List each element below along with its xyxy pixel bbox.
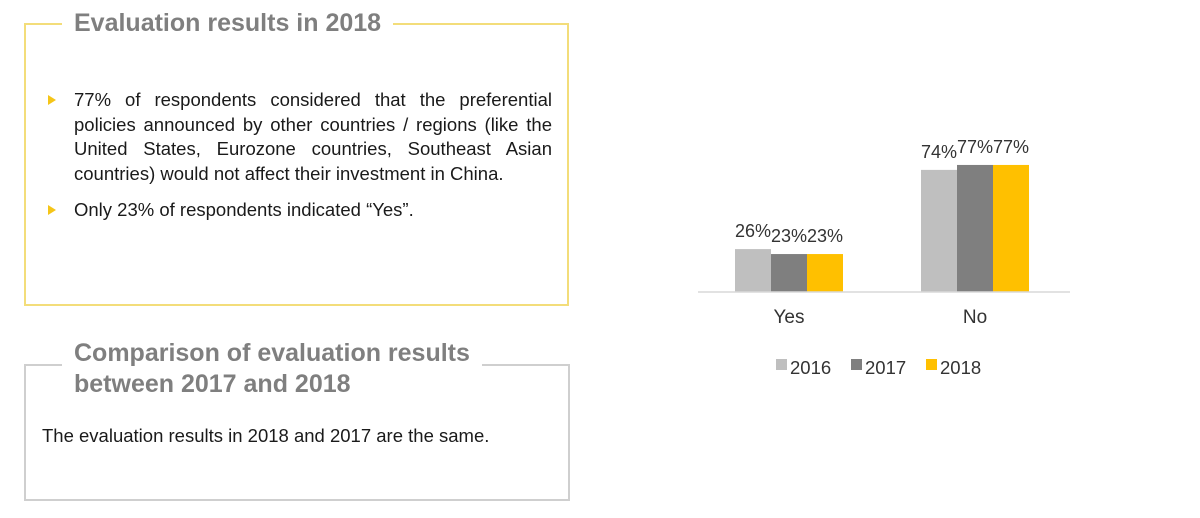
- legend-swatch-2018: [926, 359, 937, 370]
- comparison-title-line1: Comparison of evaluation results: [74, 339, 470, 367]
- bullet-item: Only 23% of respondents indicated “Yes”.: [48, 198, 552, 223]
- bullet-arrow-icon: [48, 205, 56, 215]
- data-label: 77%: [993, 137, 1029, 157]
- legend-label: 2018: [940, 357, 981, 378]
- bullet-text: Only 23% of respondents indicated “Yes”.: [74, 199, 414, 220]
- bar-yes-2017: [771, 254, 807, 292]
- bar-no-2017: [957, 164, 993, 292]
- category-label: No: [963, 307, 987, 328]
- data-label: 23%: [807, 226, 843, 246]
- legend-swatch-2017: [851, 359, 862, 370]
- bar-yes-2018: [807, 254, 843, 292]
- data-label: 23%: [771, 226, 807, 246]
- comparison-body: The evaluation results in 2018 and 2017 …: [42, 425, 490, 446]
- comparison-title: Comparison of evaluation results between…: [62, 338, 482, 400]
- data-label: 77%: [957, 137, 993, 157]
- bullet-item: 77% of respondents considered that the p…: [48, 88, 552, 186]
- evaluation-2018-bullets: 77% of respondents considered that the p…: [48, 88, 552, 235]
- bar-no-2016: [921, 169, 957, 292]
- bar-no-2018: [993, 164, 1029, 292]
- data-label: 26%: [735, 221, 771, 241]
- bullet-arrow-icon: [48, 95, 56, 105]
- bar-yes-2016: [735, 249, 771, 292]
- bullet-text: 77% of respondents considered that the p…: [74, 89, 552, 184]
- legend-label: 2017: [865, 357, 906, 378]
- comparison-title-line2: between 2017 and 2018: [74, 370, 351, 398]
- evaluation-2018-title: Evaluation results in 2018: [62, 8, 394, 38]
- category-label: Yes: [774, 307, 805, 328]
- legend-label: 2016: [790, 357, 831, 378]
- legend-swatch-2016: [776, 359, 787, 370]
- data-label: 74%: [921, 142, 957, 162]
